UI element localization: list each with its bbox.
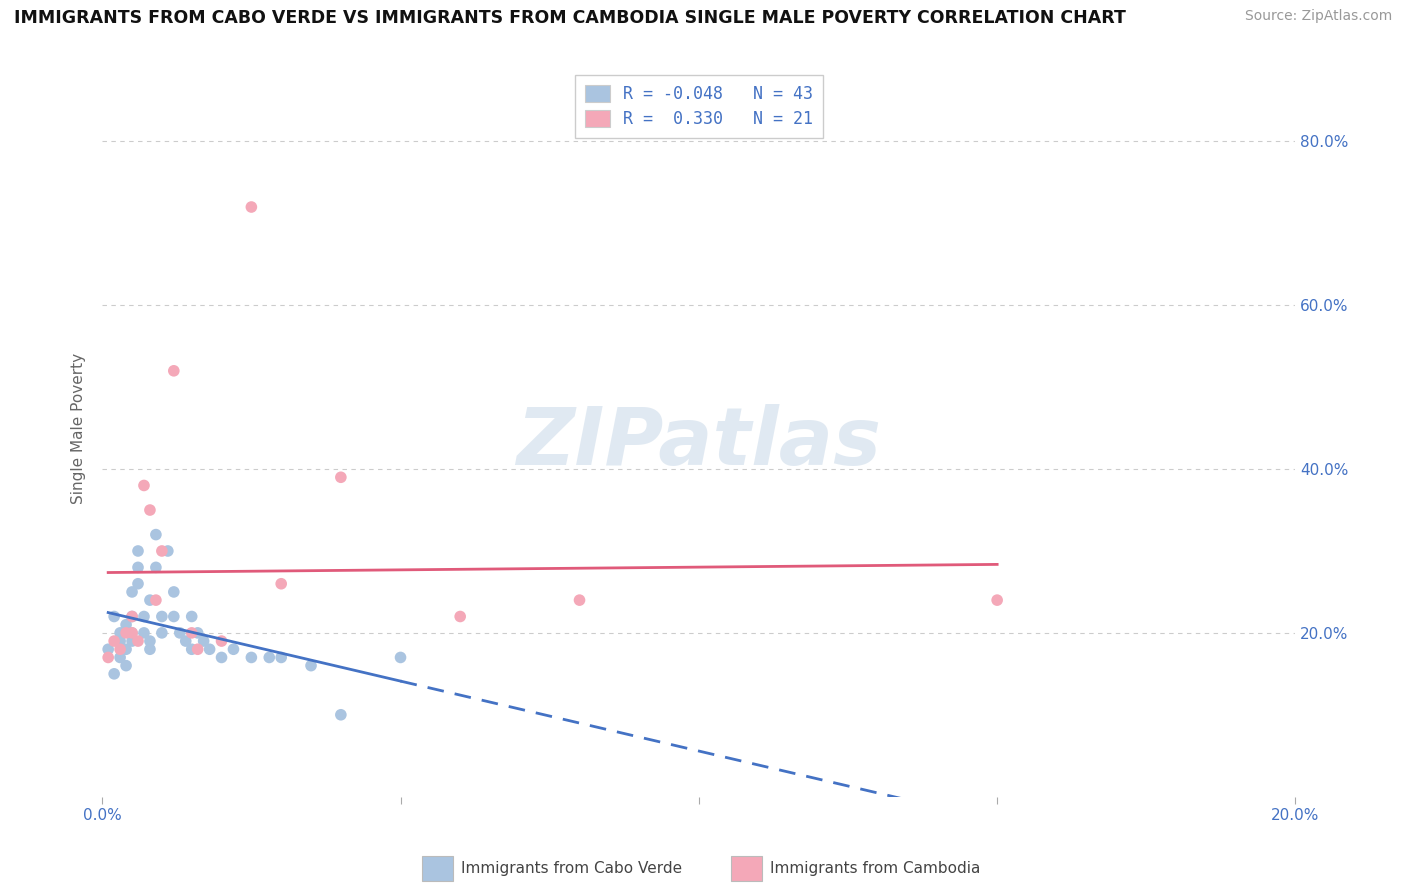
Point [139,642,162,657]
Point [150,609,173,624]
Point [139,634,162,648]
Point [187,642,209,657]
Text: Immigrants from Cambodia: Immigrants from Cambodia [770,862,981,876]
Point [108,650,131,665]
Point [145,593,167,607]
Point [103,634,125,648]
Point [329,707,352,722]
Point [299,658,322,673]
Point [986,593,1008,607]
Point [174,634,197,648]
Point [121,585,143,599]
Point [108,642,131,657]
Point [163,364,186,378]
Point [115,658,138,673]
Text: ZIPatlas: ZIPatlas [516,404,882,482]
Point [211,634,233,648]
Point [103,666,125,681]
Text: IMMIGRANTS FROM CABO VERDE VS IMMIGRANTS FROM CAMBODIA SINGLE MALE POVERTY CORRE: IMMIGRANTS FROM CABO VERDE VS IMMIGRANTS… [14,9,1126,27]
Point [145,527,167,541]
Point [132,626,155,640]
Point [150,626,173,640]
Point [259,650,281,665]
Point [150,544,173,558]
Point [270,650,292,665]
Point [169,626,191,640]
Point [108,626,131,640]
Point [115,626,138,640]
Point [121,626,143,640]
Point [193,634,215,648]
Point [240,200,263,214]
Point [139,593,162,607]
Point [187,626,209,640]
Point [329,470,352,484]
Point [121,609,143,624]
Point [270,576,292,591]
Point [132,478,155,492]
Point [389,650,412,665]
Point [115,617,138,632]
Point [568,593,591,607]
Point [127,634,149,648]
Point [449,609,471,624]
Point [145,560,167,574]
Point [222,642,245,657]
Point [180,626,202,640]
Point [127,576,149,591]
Y-axis label: Single Male Poverty: Single Male Poverty [72,352,86,504]
Point [180,642,202,657]
Point [211,650,233,665]
Point [198,642,221,657]
Point [115,642,138,657]
Point [163,609,186,624]
Point [97,642,120,657]
Point [121,626,143,640]
Legend: R = -0.048   N = 43, R =  0.330   N = 21: R = -0.048 N = 43, R = 0.330 N = 21 [575,75,823,138]
Point [139,503,162,517]
Point [127,544,149,558]
Point [121,609,143,624]
Point [156,544,179,558]
Point [97,650,120,665]
Point [163,585,186,599]
Text: Source: ZipAtlas.com: Source: ZipAtlas.com [1244,9,1392,23]
Text: Immigrants from Cabo Verde: Immigrants from Cabo Verde [461,862,682,876]
Point [108,634,131,648]
Point [103,609,125,624]
Point [132,609,155,624]
Point [127,560,149,574]
Point [180,609,202,624]
Point [240,650,263,665]
Point [121,634,143,648]
